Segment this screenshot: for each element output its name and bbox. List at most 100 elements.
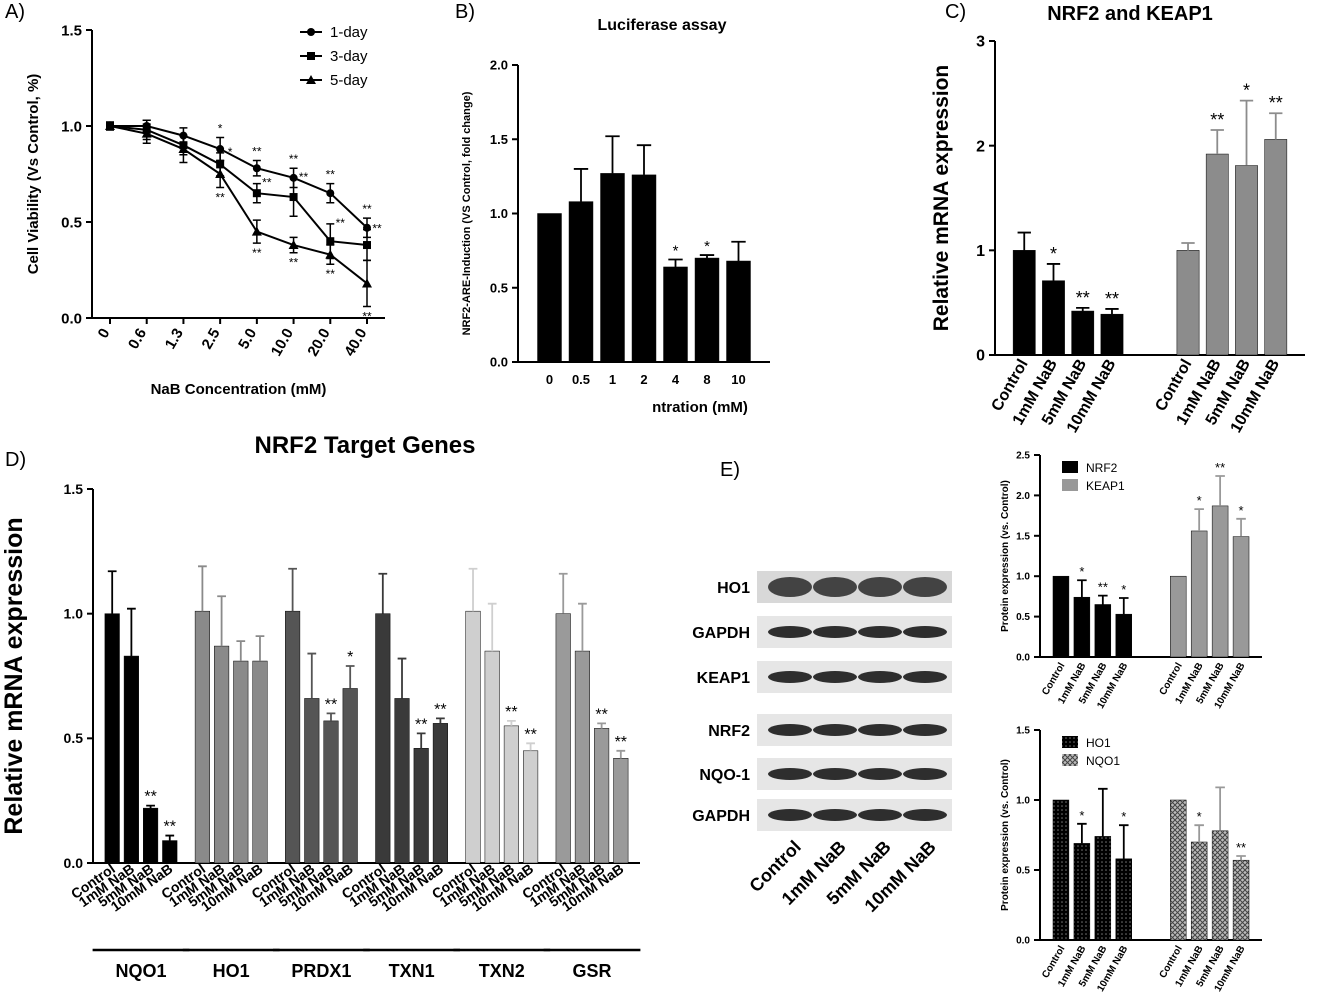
bar	[233, 660, 249, 864]
error-bar	[107, 570, 117, 614]
significance: *	[1239, 503, 1244, 518]
significance: **	[362, 309, 372, 323]
bar	[1170, 575, 1187, 658]
bar	[726, 260, 751, 363]
error-bar	[1046, 263, 1061, 281]
point	[252, 164, 261, 173]
y-tick-label: 1.5	[1016, 531, 1030, 542]
error-bar	[146, 804, 155, 809]
significance: *	[1079, 808, 1084, 823]
blot-band	[813, 724, 857, 736]
error-bar	[1076, 307, 1090, 312]
legend-label: NQO1	[1086, 754, 1120, 768]
bar	[663, 266, 688, 363]
bar	[1071, 310, 1095, 356]
significance: **	[289, 152, 299, 166]
blot-band	[813, 768, 857, 780]
bar	[1232, 536, 1250, 658]
significance: *	[1050, 244, 1057, 264]
error-bar	[616, 749, 626, 759]
y-tick-label: 1.5	[1016, 726, 1030, 737]
error-bar	[198, 565, 207, 612]
bar	[252, 660, 268, 864]
error-bar	[578, 602, 587, 652]
bar	[631, 174, 657, 363]
y-tick-label: 0.0	[1016, 653, 1030, 664]
group-label: HO1	[213, 961, 250, 981]
bar	[555, 613, 571, 864]
y-tick-label: 0.5	[61, 214, 82, 231]
bar	[574, 650, 590, 864]
bar	[594, 728, 610, 864]
significance: **	[336, 216, 346, 230]
point	[289, 193, 298, 202]
bar	[162, 840, 178, 864]
bar	[214, 645, 230, 864]
error-bar	[1210, 129, 1224, 155]
blot-band	[858, 768, 902, 780]
bar	[1073, 596, 1091, 658]
significance: **	[262, 176, 272, 190]
point	[216, 145, 225, 154]
y-tick-label: 0.0	[490, 355, 508, 370]
y-tick-label: 0.5	[490, 280, 508, 295]
significance: **	[289, 256, 299, 270]
series-line	[110, 125, 368, 229]
x-tick-label: 1.3	[162, 326, 187, 353]
error-bar	[573, 168, 589, 202]
y-tick-label: 0.0	[61, 310, 82, 327]
legend-swatch	[1062, 736, 1078, 748]
bar	[1211, 505, 1229, 658]
y-axis-label: Protein expression (vs. Control)	[1000, 480, 1011, 632]
bar	[1190, 530, 1208, 658]
error-bar	[1077, 579, 1087, 598]
y-axis-label: Cell Viability (Vs Control, %)	[25, 74, 42, 275]
bar	[323, 720, 339, 864]
y-tick-label: 1.5	[490, 132, 508, 147]
blot-row-label: GAPDH	[692, 625, 750, 642]
error-bar	[731, 240, 746, 262]
blot-row-label: KEAP1	[697, 670, 750, 687]
bar	[1100, 313, 1124, 356]
legend-label: 1-day	[330, 24, 368, 41]
significance: *	[1121, 582, 1126, 597]
blot-band	[903, 768, 947, 780]
bar	[1176, 250, 1200, 356]
blot-band	[813, 809, 857, 821]
significance: *	[1197, 809, 1202, 824]
error-bar	[217, 595, 226, 647]
chart-title: NRF2 and KEAP1	[1047, 3, 1213, 25]
blot-row-label: GAPDH	[692, 808, 750, 825]
significance: **	[524, 726, 536, 743]
error-bar	[1105, 308, 1119, 315]
legend-swatch	[1062, 461, 1078, 473]
bar	[1042, 280, 1065, 356]
bar	[1052, 575, 1070, 658]
legend-label: 3-day	[330, 48, 368, 65]
blot-band	[768, 809, 812, 821]
x-tick-label: 2.5	[198, 326, 223, 353]
bar	[1094, 604, 1112, 658]
blot-row-label: NRF2	[708, 723, 750, 740]
error-bar	[326, 712, 336, 721]
point	[325, 249, 336, 259]
significance: **	[144, 789, 156, 806]
point	[105, 121, 115, 130]
x-tick-label: 40.0	[341, 326, 370, 360]
error-bar	[526, 742, 535, 751]
series-line	[109, 125, 368, 247]
y-tick-label: 2	[976, 138, 985, 155]
error-bar	[1194, 508, 1204, 531]
y-tick-label: 1.5	[64, 481, 84, 497]
bar	[304, 698, 320, 864]
point	[141, 128, 152, 138]
bar	[1205, 153, 1229, 356]
group-label: TXN2	[479, 961, 525, 981]
blot-band	[813, 671, 857, 683]
error-bar	[699, 254, 715, 259]
significance: **	[362, 202, 372, 216]
bar	[1115, 858, 1132, 941]
error-bar	[487, 602, 497, 652]
point	[326, 237, 335, 246]
